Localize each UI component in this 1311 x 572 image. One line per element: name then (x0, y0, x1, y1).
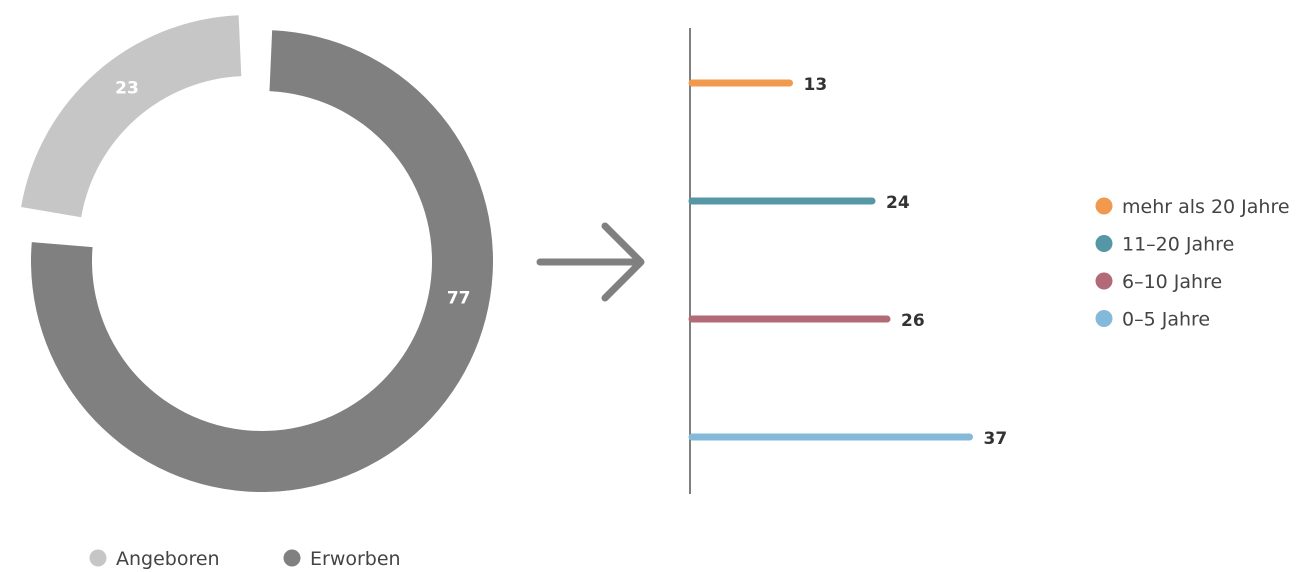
bar-value-label-0-5-jahre: 37 (984, 429, 1008, 449)
legend-label-angeboren: Angeboren (116, 548, 220, 570)
arrow-right-icon (536, 222, 645, 302)
legend-marker-6-10-jahre (1095, 272, 1113, 290)
legend-marker-erworben (283, 549, 301, 567)
legend-marker-0-5-jahre (1095, 310, 1113, 327)
donut-value-label-erworben: 77 (447, 288, 471, 308)
legend-label-mehr-als-20-jahre: mehr als 20 Jahre (1122, 196, 1290, 218)
legend-marker-angeboren (89, 549, 107, 567)
legend-marker-mehr-als-20-jahre (1095, 197, 1113, 215)
donut-segment-angeboren (21, 15, 242, 218)
donut-chart: 77 23 (21, 15, 494, 492)
legend-label-11-20-jahre: 11–20 Jahre (1122, 234, 1234, 256)
donut-legend: Angeboren Erworben (89, 548, 401, 570)
legend-label-0-5-jahre: 0–5 Jahre (1122, 309, 1210, 331)
bar-legend: mehr als 20 Jahre 11–20 Jahre 6–10 Jahre 0–… (1095, 196, 1290, 331)
bar-value-label-6-10-jahre: 26 (901, 311, 925, 331)
bar-value-label-mehr-als-20-jahre: 13 (804, 75, 828, 95)
legend-marker-11-20-jahre (1095, 235, 1113, 252)
bar-value-label-11-20-jahre: 24 (886, 193, 910, 213)
donut-value-label-angeboren: 23 (115, 78, 139, 98)
legend-label-6-10-jahre: 6–10 Jahre (1122, 271, 1222, 293)
bar-chart: 13 24 26 37 (688, 75, 1008, 449)
legend-label-erworben: Erworben (310, 548, 401, 570)
